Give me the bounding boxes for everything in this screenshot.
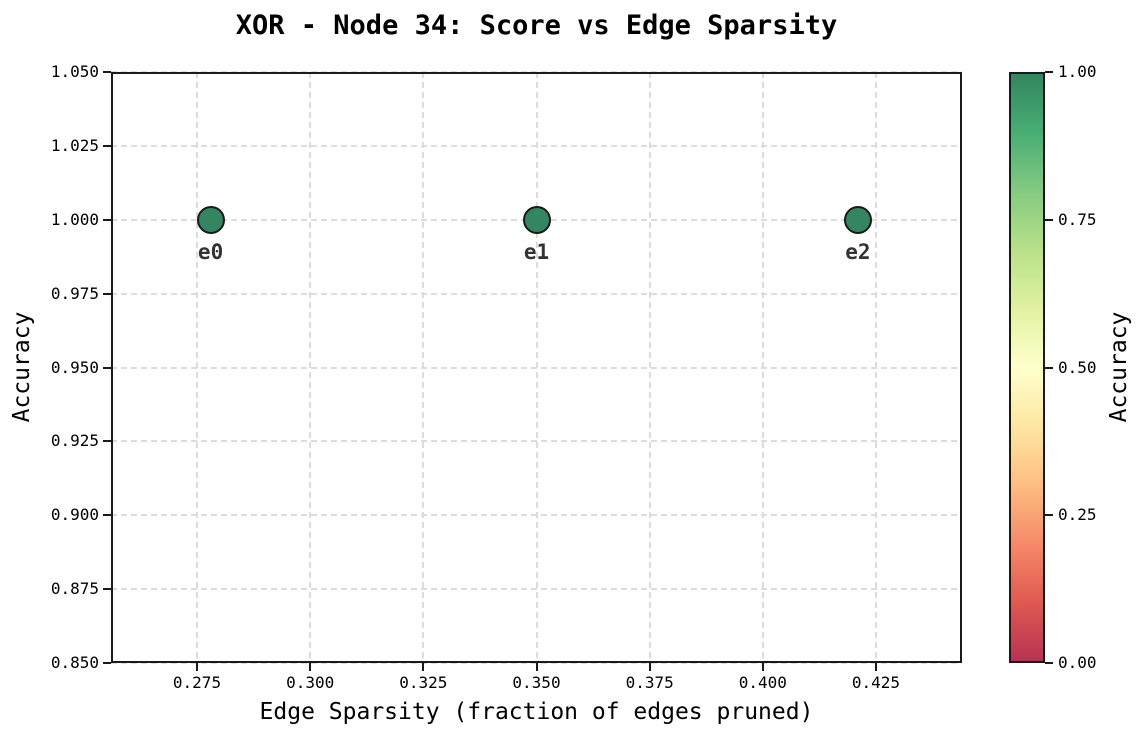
x-tick-label: 0.400 bbox=[738, 673, 787, 692]
x-tick-mark bbox=[874, 663, 877, 671]
y-tick-mark bbox=[103, 588, 111, 591]
colorbar-tick-mark bbox=[1045, 662, 1053, 664]
x-tick-mark bbox=[535, 663, 538, 671]
colorbar-label: Accuracy bbox=[1106, 311, 1132, 423]
chart-title: XOR - Node 34: Score vs Edge Sparsity bbox=[235, 10, 838, 41]
colorbar-tick-label: 0.75 bbox=[1058, 209, 1097, 229]
x-tick-mark bbox=[309, 663, 312, 671]
y-gridline bbox=[111, 588, 962, 591]
colorbar-tick-mark bbox=[1045, 514, 1053, 517]
y-tick-label: 0.950 bbox=[50, 357, 99, 377]
x-tick-mark bbox=[422, 663, 425, 671]
y-tick-mark bbox=[103, 366, 111, 369]
plot-area bbox=[111, 72, 962, 663]
colorbar bbox=[1009, 72, 1045, 663]
y-tick-label: 0.850 bbox=[50, 653, 99, 672]
colorbar-tick-mark bbox=[1045, 71, 1053, 73]
y-tick-mark bbox=[103, 662, 111, 664]
x-axis-label: Edge Sparsity (fraction of edges pruned) bbox=[259, 699, 814, 725]
colorbar-tick-label: 0.50 bbox=[1058, 357, 1097, 377]
y-tick-label: 1.000 bbox=[50, 209, 99, 229]
y-tick-label: 0.975 bbox=[50, 283, 99, 303]
data-point-e0[interactable] bbox=[196, 205, 225, 234]
y-tick-mark bbox=[103, 440, 111, 443]
point-label-e2: e2 bbox=[845, 239, 871, 264]
y-gridline bbox=[111, 366, 962, 369]
y-tick-label: 0.875 bbox=[50, 579, 99, 599]
colorbar-tick-mark bbox=[1045, 218, 1053, 221]
colorbar-tick-mark bbox=[1045, 366, 1053, 369]
data-point-e2[interactable] bbox=[843, 205, 872, 234]
data-point-e1[interactable] bbox=[522, 205, 551, 234]
y-tick-mark bbox=[103, 71, 111, 73]
y-tick-mark bbox=[103, 144, 111, 147]
x-tick-mark bbox=[648, 663, 651, 671]
x-tick-label: 0.350 bbox=[512, 673, 561, 692]
x-tick-mark bbox=[196, 663, 198, 671]
y-tick-label: 1.025 bbox=[50, 135, 99, 155]
y-tick-mark bbox=[103, 218, 111, 221]
y-gridline bbox=[111, 292, 962, 295]
x-tick-label: 0.275 bbox=[172, 673, 222, 692]
x-tick-label: 0.325 bbox=[399, 673, 448, 692]
y-gridline bbox=[111, 514, 962, 517]
y-gridline bbox=[111, 144, 962, 147]
x-tick-label: 0.300 bbox=[286, 673, 335, 692]
y-axis-label: Accuracy bbox=[9, 311, 35, 423]
colorbar-tick-label: 0.25 bbox=[1058, 505, 1097, 525]
y-tick-label: 0.925 bbox=[50, 431, 99, 451]
x-tick-label: 0.375 bbox=[625, 673, 674, 692]
colorbar-tick-label: 0.00 bbox=[1058, 653, 1097, 672]
y-tick-label: 1.050 bbox=[50, 62, 99, 81]
point-label-e0: e0 bbox=[197, 239, 224, 264]
y-gridline bbox=[111, 440, 962, 443]
y-tick-mark bbox=[103, 514, 111, 517]
y-tick-label: 0.900 bbox=[50, 505, 99, 525]
point-label-e1: e1 bbox=[523, 239, 550, 264]
y-tick-mark bbox=[103, 292, 111, 295]
x-tick-mark bbox=[761, 663, 764, 671]
x-tick-label: 0.425 bbox=[851, 673, 901, 692]
colorbar-tick-label: 1.00 bbox=[1058, 62, 1097, 81]
